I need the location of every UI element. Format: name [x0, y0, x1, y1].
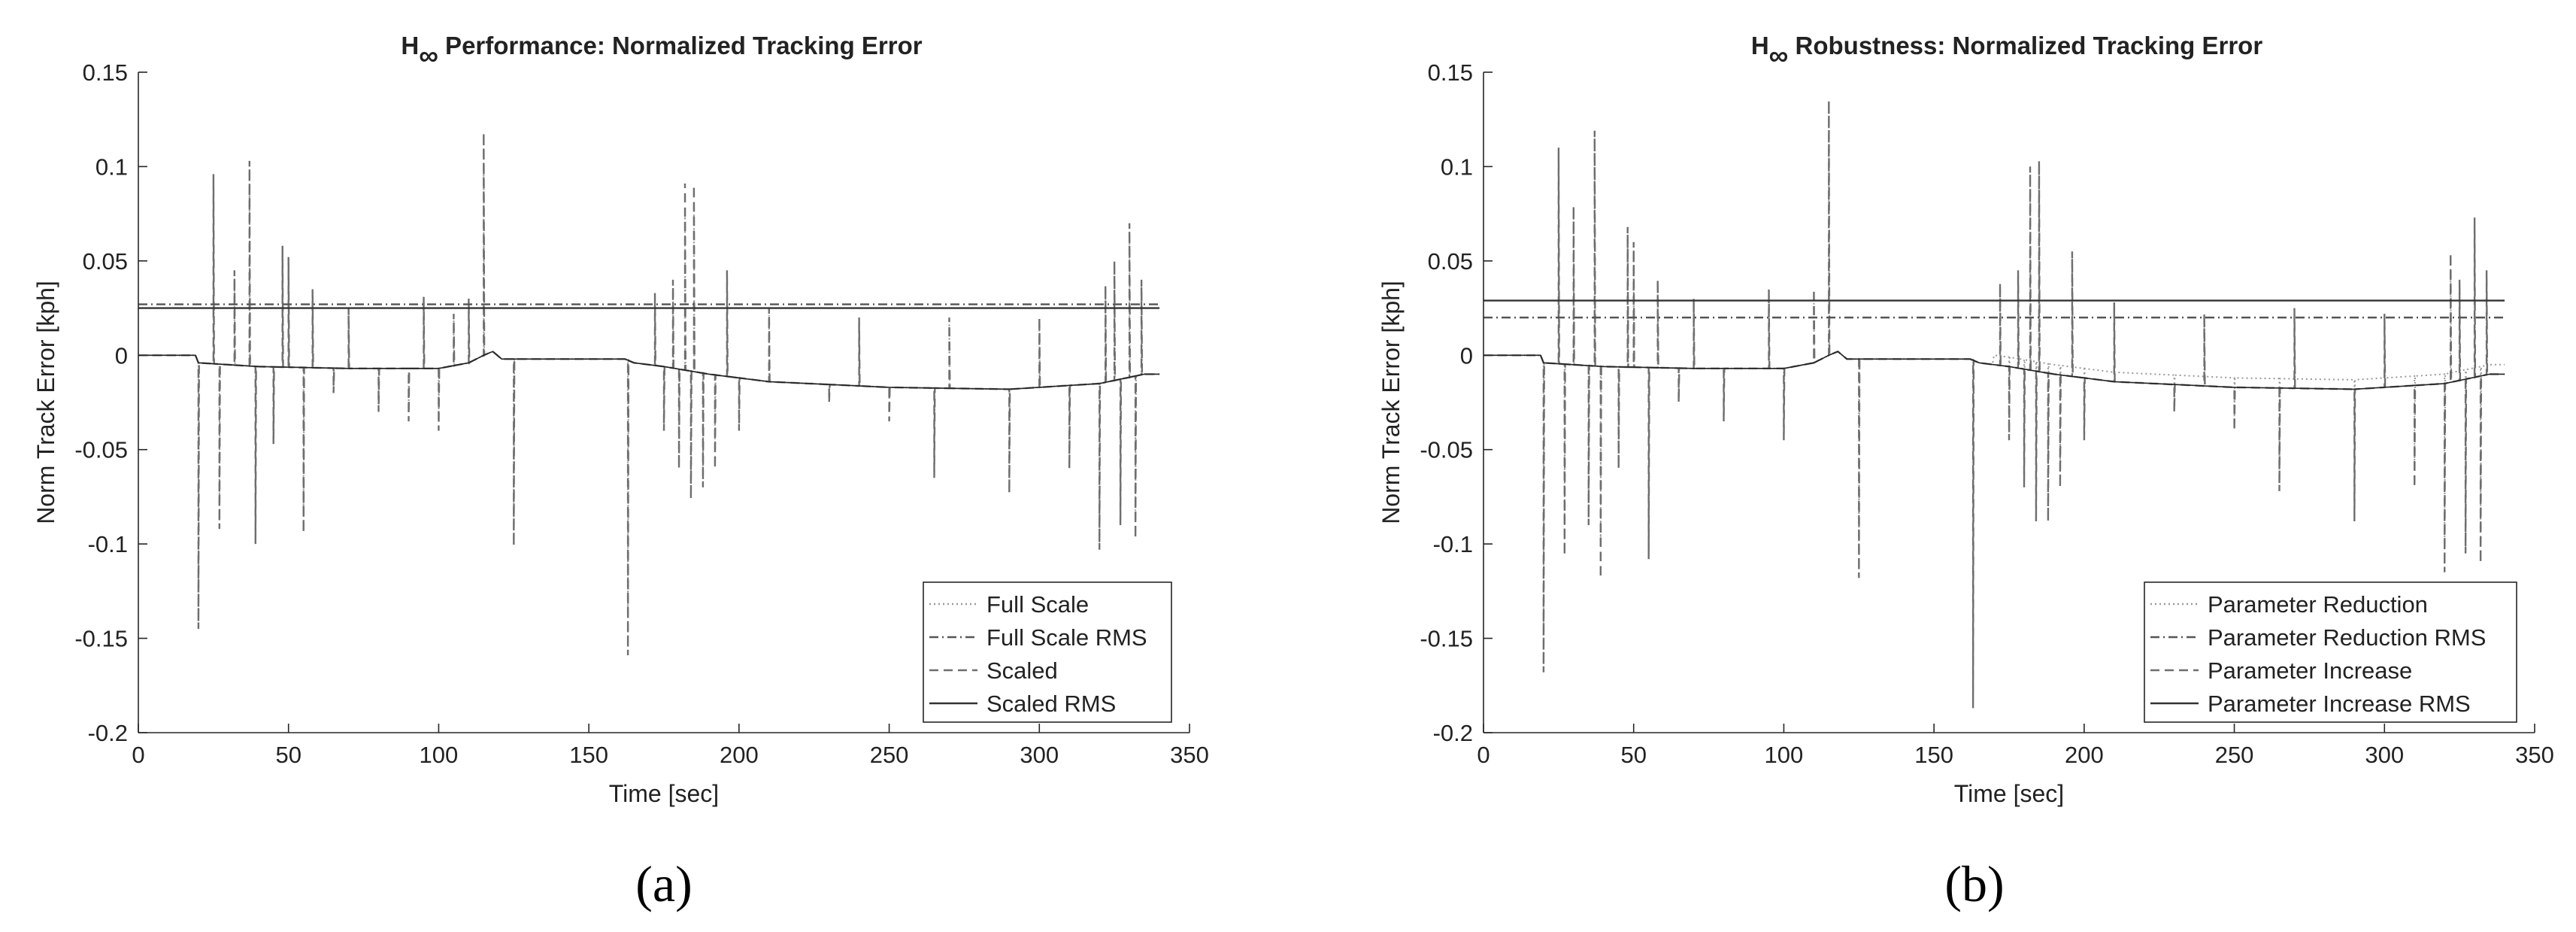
legend: Full Scale Full Scale RMS Scaled Scaled RMS [923, 581, 1172, 723]
x-tick-label: 0 [1477, 742, 1490, 768]
y-axis-label: Norm Track Error [kph] [1377, 281, 1405, 524]
x-tick-label: 200 [2065, 742, 2104, 768]
infinity-subscript: ∞ [419, 40, 438, 71]
legend: Parameter Reduction Parameter Reduction R… [2144, 581, 2517, 723]
y-tick-label: 0.05 [1428, 248, 1473, 275]
chart-title: H∞ Robustness: Normalized Tracking Error [1751, 32, 2262, 71]
legend-box [923, 581, 1172, 723]
axes: 0 50 100 150 200 250 300 350 -0.2 -0.15 -0.1 -0.05 0… [74, 59, 1209, 768]
x-tick-label: 100 [1765, 742, 1804, 768]
axes: 0 50 100 150 200 250 300 350 -0.2 -0.15 -0.1 -0.05 0… [1420, 59, 2554, 768]
x-tick-label: 250 [870, 742, 909, 768]
chart-panel-a: H∞ Performance: Normalized Tracking Erro… [32, 32, 1209, 912]
panel-label: (b) [1944, 855, 2004, 912]
y-tick-label: 0.1 [1441, 153, 1473, 180]
x-tick-label: 0 [132, 742, 144, 768]
x-axis-label: Time [sec] [609, 780, 719, 807]
chart-panel-b: H∞ Robustness: Normalized Tracking Error… [1377, 32, 2554, 912]
legend-box [2144, 581, 2517, 723]
series-group [1483, 100, 2505, 709]
x-tick-label: 200 [720, 742, 759, 768]
legend-label: Full Scale RMS [986, 624, 1147, 651]
y-tick-label: -0.2 [1433, 720, 1473, 746]
x-tick-label: 350 [2515, 742, 2554, 768]
legend-label: Parameter Increase [2208, 657, 2412, 684]
y-tick-label: -0.05 [1420, 437, 1473, 463]
y-tick-label: 0.05 [83, 248, 128, 275]
y-tick-label: 0.15 [1428, 59, 1473, 86]
legend-label: Scaled RMS [986, 691, 1116, 717]
y-axis-label: Norm Track Error [kph] [32, 281, 59, 524]
chart-title: H∞ Performance: Normalized Tracking Erro… [401, 32, 922, 71]
legend-label: Parameter Increase RMS [2208, 691, 2471, 717]
y-tick-label: 0.1 [95, 153, 128, 180]
panel-label: (a) [635, 855, 692, 912]
y-tick-label: 0 [115, 342, 128, 369]
x-tick-label: 50 [1620, 742, 1646, 768]
y-tick-label: -0.15 [74, 626, 128, 652]
y-tick-label: -0.1 [88, 531, 128, 557]
series-group [138, 132, 1160, 656]
infinity-subscript: ∞ [1769, 40, 1789, 71]
x-tick-label: 300 [2365, 742, 2404, 768]
baseline-trace [138, 351, 1160, 390]
legend-label: Scaled [986, 657, 1058, 684]
legend-label: Parameter Reduction RMS [2208, 624, 2486, 651]
legend-label: Full Scale [986, 591, 1089, 618]
x-tick-label: 350 [1170, 742, 1209, 768]
x-axis-label: Time [sec] [1954, 780, 2064, 807]
x-tick-label: 150 [1914, 742, 1953, 768]
y-tick-label: 0 [1460, 342, 1473, 369]
y-tick-label: -0.2 [88, 720, 128, 746]
x-tick-label: 300 [1020, 742, 1059, 768]
x-tick-label: 100 [420, 742, 459, 768]
baseline-trace [1483, 351, 2505, 390]
y-tick-label: -0.05 [74, 437, 128, 463]
y-tick-label: -0.15 [1420, 626, 1473, 652]
legend-label: Parameter Reduction [2208, 591, 2428, 618]
y-tick-label: -0.1 [1433, 531, 1473, 557]
y-tick-label: 0.15 [83, 59, 128, 86]
x-tick-label: 250 [2215, 742, 2254, 768]
x-tick-label: 50 [275, 742, 301, 768]
x-tick-label: 150 [569, 742, 608, 768]
